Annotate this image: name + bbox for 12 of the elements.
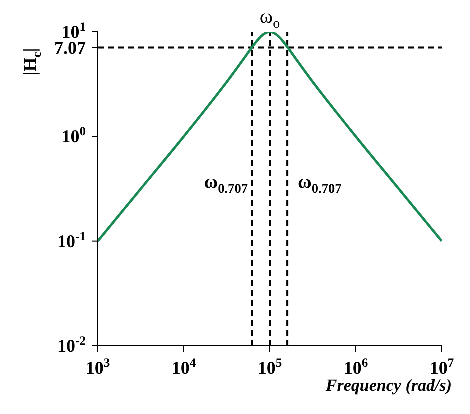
ref-line-label: ω$_{o}$ [260, 6, 280, 32]
x-tick-label: 10$^{7}$ [430, 356, 454, 378]
y-tick-label: 10$^{0}$ [62, 124, 86, 147]
y-tick-label: 10$^{-1}$ [58, 229, 86, 252]
annotation: ω$_{0.707}$ [204, 172, 248, 196]
x-tick-label: 10$^{3}$ [86, 356, 110, 378]
y-tick-label: 10$^{-2}$ [58, 334, 86, 356]
annotation: ω$_{0.707}$ [298, 172, 342, 196]
x-tick-label: 10$^{5}$ [258, 356, 282, 378]
x-axis-title: Frequency (rad/s) [324, 376, 452, 395]
x-tick-label: 10$^{4}$ [172, 356, 197, 378]
x-tick-label: 10$^{6}$ [344, 356, 368, 378]
